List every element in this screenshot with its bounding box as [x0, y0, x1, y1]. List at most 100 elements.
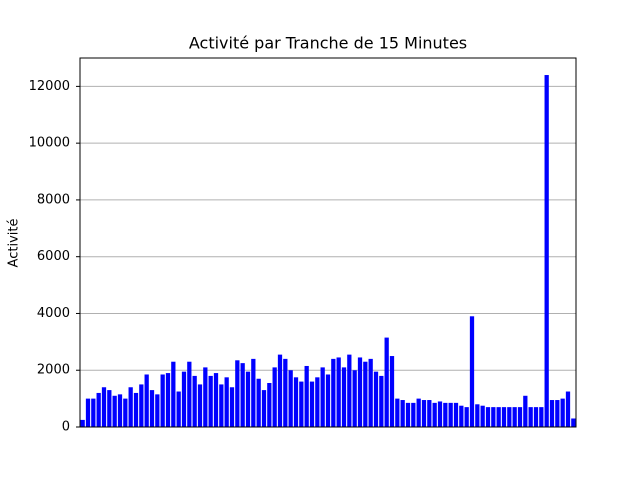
bar	[149, 390, 155, 427]
bar	[133, 392, 139, 427]
bar	[427, 400, 432, 427]
bar	[251, 358, 256, 427]
bar	[571, 418, 576, 427]
bar	[219, 384, 224, 427]
bar	[176, 391, 181, 427]
y-tick-label: 2000	[37, 363, 70, 378]
bar	[459, 405, 464, 427]
bar	[224, 377, 229, 427]
bar	[544, 75, 549, 428]
bar	[400, 400, 405, 427]
bar	[320, 367, 325, 427]
bar	[421, 400, 427, 427]
bar	[560, 398, 565, 427]
bar	[277, 354, 283, 427]
bar	[304, 365, 309, 427]
bar	[187, 361, 192, 427]
bar	[267, 383, 272, 427]
bar	[341, 367, 347, 427]
bar	[363, 361, 368, 427]
bar	[347, 354, 352, 427]
bar	[485, 407, 491, 427]
bar	[107, 390, 112, 427]
bar	[384, 337, 389, 427]
bar	[507, 407, 512, 427]
bar	[416, 398, 421, 427]
bar	[272, 367, 277, 427]
bar	[256, 378, 261, 427]
bar	[336, 357, 341, 427]
bar	[213, 373, 219, 427]
bar	[144, 374, 149, 427]
bar	[208, 375, 213, 427]
bar	[528, 407, 533, 427]
bar	[197, 384, 203, 427]
bar	[192, 375, 197, 427]
y-tick-label: 4000	[37, 306, 70, 321]
bar	[96, 392, 101, 427]
bar	[469, 316, 475, 427]
y-axis-label: Activité	[7, 219, 22, 268]
bar	[112, 395, 117, 427]
bar	[395, 398, 400, 427]
bar	[155, 394, 160, 427]
bar	[379, 375, 384, 427]
bar	[235, 360, 240, 427]
bar	[496, 407, 501, 427]
bar	[357, 357, 363, 427]
bar	[80, 419, 85, 427]
bar	[293, 377, 299, 427]
bar	[480, 405, 485, 427]
bar	[315, 377, 320, 427]
bar	[181, 371, 187, 427]
chart-title: Activité par Tranche de 15 Minutes	[189, 34, 467, 53]
bar	[245, 371, 251, 427]
bar	[533, 407, 539, 427]
bar	[539, 407, 544, 427]
bar	[501, 407, 507, 427]
bar	[171, 361, 176, 427]
bar	[565, 391, 571, 427]
bar	[443, 402, 448, 427]
bar	[389, 356, 395, 427]
bar	[299, 381, 304, 427]
y-tick-label: 12000	[29, 79, 70, 94]
bar	[165, 373, 171, 427]
bar	[229, 387, 235, 427]
bar	[325, 374, 331, 427]
bar	[203, 367, 208, 427]
bar	[261, 390, 267, 427]
bar	[283, 358, 288, 427]
bar	[331, 358, 336, 427]
bar	[139, 384, 144, 427]
bar	[432, 402, 437, 427]
bar	[85, 398, 91, 427]
bar	[555, 400, 560, 427]
bar	[437, 401, 443, 427]
y-tick-label: 10000	[29, 136, 70, 151]
bar	[128, 387, 133, 427]
bar	[91, 398, 96, 427]
bar	[491, 407, 496, 427]
bar	[405, 402, 411, 427]
bar	[512, 407, 517, 427]
y-tick-label: 0	[62, 420, 70, 435]
bar	[448, 402, 453, 427]
bar	[309, 381, 315, 427]
bar	[453, 402, 459, 427]
bar	[523, 395, 528, 427]
bar	[101, 387, 107, 427]
bar	[373, 371, 379, 427]
bar	[117, 394, 123, 427]
y-tick-label: 8000	[37, 192, 70, 207]
bar	[160, 374, 165, 427]
bar	[517, 407, 523, 427]
bar	[368, 358, 373, 427]
bar	[123, 398, 128, 427]
bar	[288, 370, 293, 427]
bar	[352, 370, 357, 427]
bar	[475, 404, 480, 427]
y-tick-label: 6000	[37, 249, 70, 264]
plot-frame	[79, 57, 577, 428]
